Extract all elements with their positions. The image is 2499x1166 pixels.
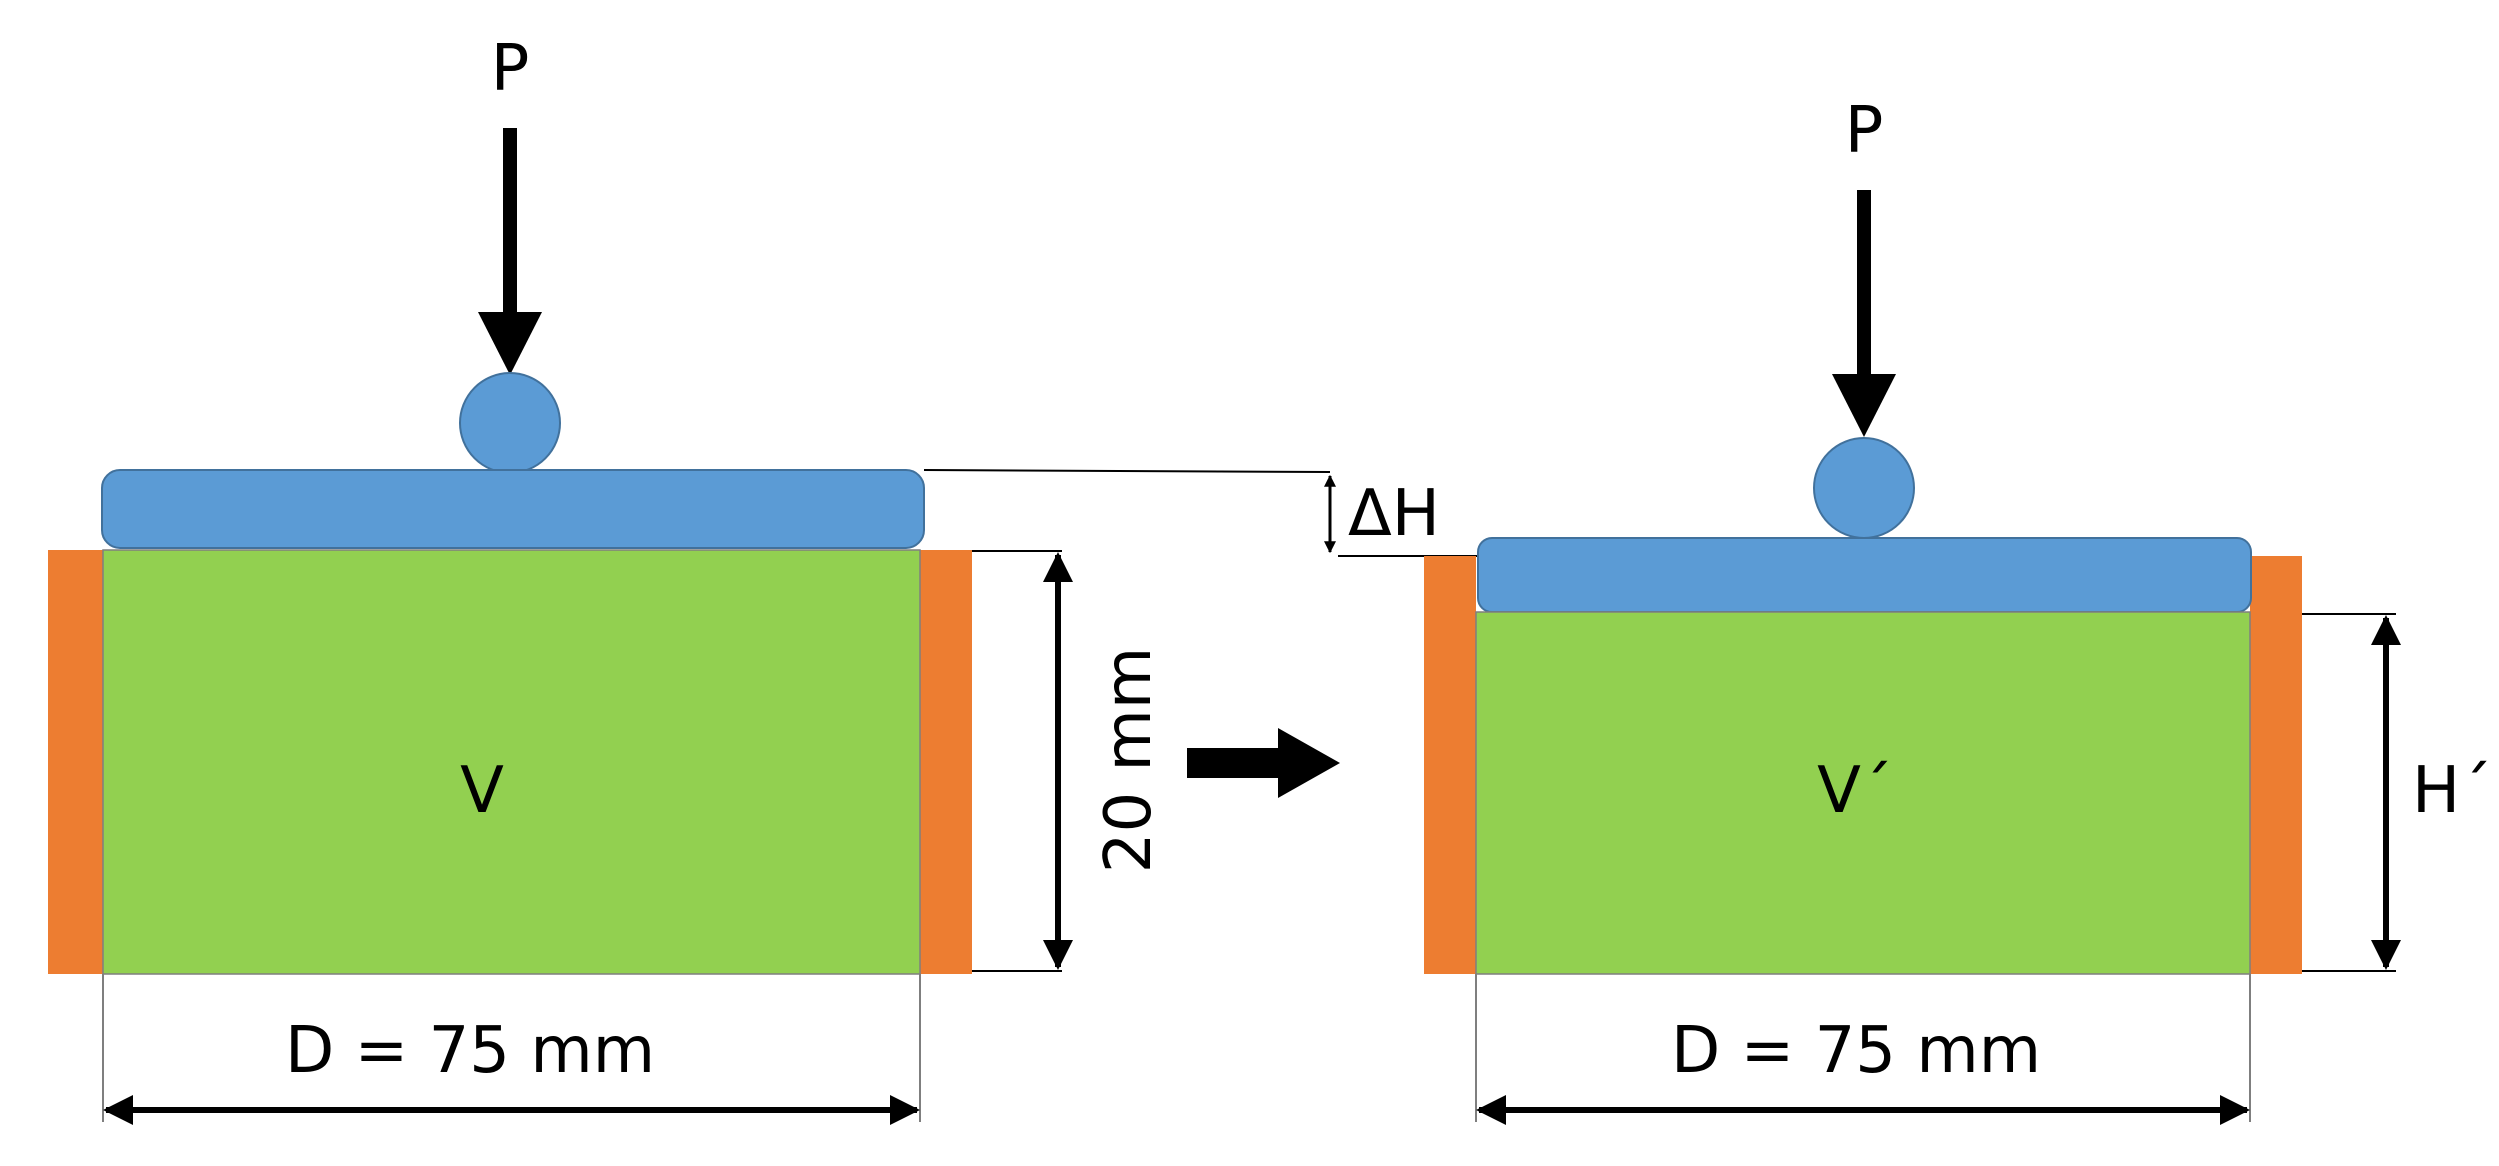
settlement-label: ΔH xyxy=(1348,477,1440,551)
transition-arrow-shaft xyxy=(1187,748,1282,778)
loading-ball-right xyxy=(1813,437,1915,539)
soil-sample-left xyxy=(102,549,921,975)
settlement-reference-top xyxy=(923,469,1331,473)
load-arrowhead-right xyxy=(1832,374,1896,437)
diameter-label-initial: D = 75 mm xyxy=(285,1014,655,1088)
ring-right-wall-right-body xyxy=(2250,556,2302,974)
volume-label-consolidated: V´ xyxy=(1817,754,1893,828)
load-label-left: P xyxy=(491,32,530,106)
transition-arrow xyxy=(1187,728,1340,798)
top-platen-left xyxy=(101,469,925,549)
load-arrowhead-left xyxy=(478,312,542,375)
height-label-consolidated: H´ xyxy=(2412,754,2492,828)
consolidated-specimen: P V´ H´ D = 75 mm xyxy=(1424,94,2492,1125)
top-platen-right xyxy=(1477,537,2252,613)
volume-label-initial: V xyxy=(460,754,504,828)
load-label-right: P xyxy=(1845,94,1884,168)
ring-left-wall-right xyxy=(1424,556,1476,974)
ring-left-wall-left xyxy=(48,550,103,974)
settlement-indicator: ΔH xyxy=(923,469,1480,557)
loading-ball-left xyxy=(459,372,561,474)
height-label-initial: 20 mm xyxy=(1092,647,1166,873)
ring-right-wall-left xyxy=(920,550,972,974)
transition-arrowhead xyxy=(1278,728,1340,798)
initial-specimen: P V 20 mm D = 75 mm xyxy=(48,32,1166,1125)
diameter-label-consolidated: D = 75 mm xyxy=(1671,1014,2041,1088)
soil-sample-right xyxy=(1475,611,2251,975)
